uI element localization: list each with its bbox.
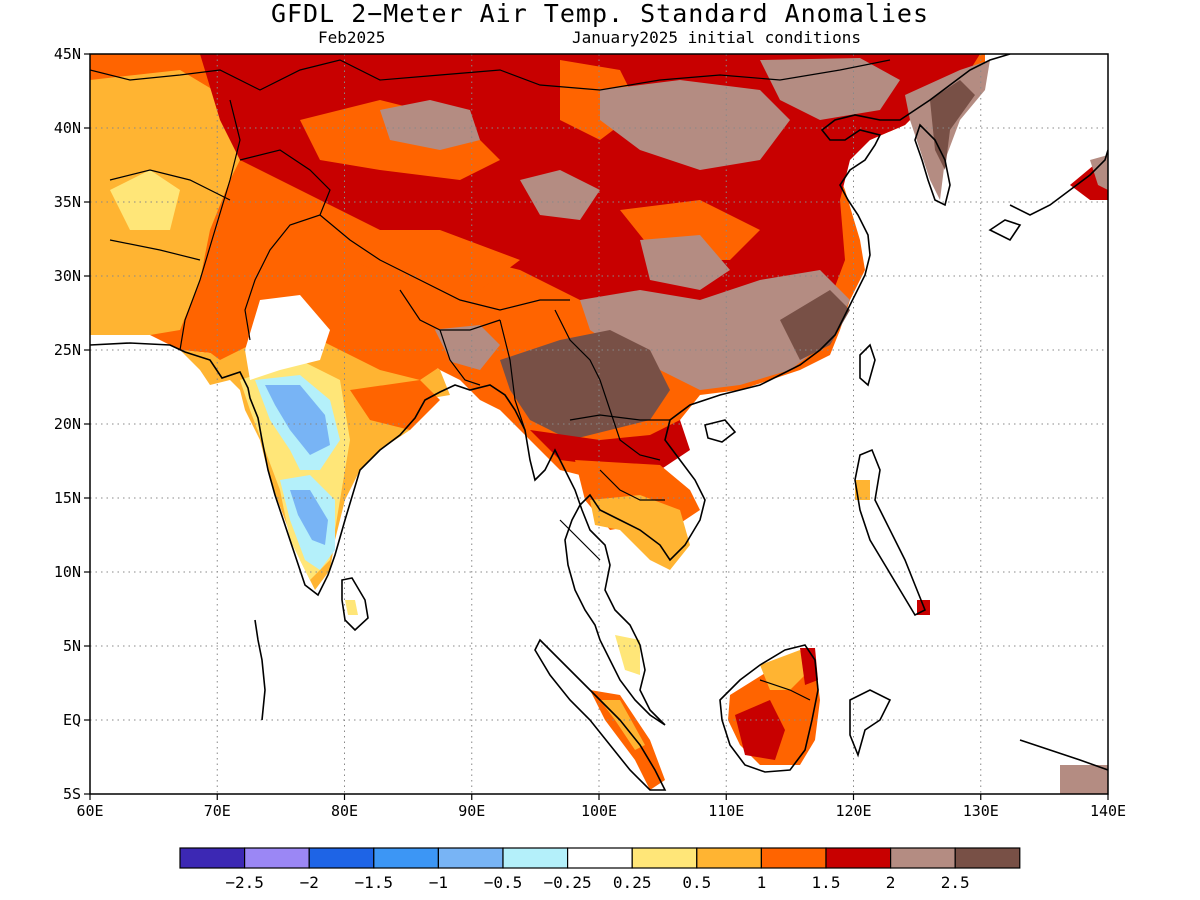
y-tick-label: 5S bbox=[63, 785, 81, 803]
shade-brown-indochina bbox=[500, 330, 670, 440]
colorbar-label: −0.5 bbox=[484, 873, 523, 892]
colorbar-label: 1 bbox=[757, 873, 767, 892]
shade-taupe-tibet bbox=[520, 170, 600, 220]
shade-taupe-north-2 bbox=[600, 80, 790, 170]
shade-borneo-yellow bbox=[760, 650, 810, 690]
colorbar-swatch bbox=[696, 847, 762, 869]
shade-malay-yellow bbox=[615, 635, 640, 675]
y-tick-label: 5N bbox=[63, 637, 81, 655]
colorbar-label: −2.5 bbox=[225, 873, 264, 892]
shade-india-blue-north bbox=[265, 385, 330, 455]
y-tick-label: 35N bbox=[54, 193, 81, 211]
y-tick-label: EQ bbox=[63, 711, 81, 729]
x-tick-label: 100E bbox=[581, 802, 617, 820]
coastlines bbox=[90, 54, 1108, 791]
colorbar-swatch bbox=[760, 847, 827, 869]
y-tick-label: 45N bbox=[54, 45, 81, 63]
colorbar: −2.5 −2 −1.5 −1 −0.5 −0.25 0.25 0.5 1 1.5 2 2.5 bbox=[179, 847, 1021, 892]
shade-taupe-north-1 bbox=[380, 100, 480, 150]
longitude-ticks: 60E 70E 80E 90E 100E 110E 120E 130E 140E bbox=[76, 794, 1126, 820]
map-gridlines bbox=[90, 54, 1108, 794]
shade-brown-east bbox=[780, 290, 850, 360]
shade-japan-taupe bbox=[1090, 155, 1108, 190]
colorbar-swatch bbox=[825, 847, 892, 869]
colorbar-swatch bbox=[631, 847, 698, 869]
colorbar-label: 2 bbox=[886, 873, 896, 892]
shade-west-yellow bbox=[110, 170, 180, 230]
x-tick-label: 60E bbox=[76, 802, 103, 820]
y-tick-label: 20N bbox=[54, 415, 81, 433]
x-tick-label: 110E bbox=[708, 802, 744, 820]
shade-png bbox=[1060, 765, 1108, 794]
shade-india-white bbox=[245, 295, 330, 380]
colorbar-swatch bbox=[502, 847, 569, 869]
shade-india-blue-south bbox=[290, 490, 328, 545]
shade-sumatra-orange bbox=[590, 690, 665, 790]
x-tick-label: 120E bbox=[835, 802, 871, 820]
initial-conditions: January2025 initial conditions bbox=[572, 28, 861, 47]
shade-sri-lanka bbox=[345, 600, 358, 615]
colorbar-label: 0.5 bbox=[682, 873, 711, 892]
forecast-month: Feb2025 bbox=[318, 28, 386, 47]
colorbar-label: −0.25 bbox=[544, 873, 592, 892]
colorbar-swatch bbox=[244, 847, 310, 869]
colorbar-swatch bbox=[889, 847, 956, 869]
map-title: GFDL 2−Meter Air Temp. Standard Anomalie… bbox=[270, 0, 930, 28]
y-tick-label: 40N bbox=[54, 119, 81, 137]
colorbar-swatch bbox=[566, 847, 633, 869]
shade-taupe-north-3 bbox=[760, 58, 900, 120]
colorbar-label: 1.5 bbox=[812, 873, 841, 892]
colorbar-swatch bbox=[179, 847, 246, 869]
colorbar-label: −1 bbox=[429, 873, 448, 892]
shade-brown-korea bbox=[930, 80, 975, 170]
colorbar-label: 2.5 bbox=[941, 873, 970, 892]
colorbar-swatch bbox=[437, 847, 504, 869]
country-borders bbox=[90, 59, 891, 701]
y-tick-label: 10N bbox=[54, 563, 81, 581]
y-tick-label: 30N bbox=[54, 267, 81, 285]
colorbar-label: −1.5 bbox=[355, 873, 394, 892]
x-tick-label: 140E bbox=[1090, 802, 1126, 820]
x-tick-label: 90E bbox=[458, 802, 485, 820]
x-tick-label: 70E bbox=[204, 802, 231, 820]
colorbar-label: 0.25 bbox=[613, 873, 652, 892]
y-tick-label: 25N bbox=[54, 341, 81, 359]
shade-north-orange-d bbox=[350, 230, 520, 290]
y-tick-label: 15N bbox=[54, 489, 81, 507]
x-tick-label: 80E bbox=[331, 802, 358, 820]
shade-philippines-yellow bbox=[855, 480, 870, 500]
colorbar-label: −2 bbox=[300, 873, 319, 892]
shade-india-east-orange bbox=[350, 380, 440, 430]
colorbar-swatch bbox=[954, 847, 1021, 869]
colorbar-swatch bbox=[373, 847, 439, 869]
latitude-ticks: 45N 40N 35N 30N 25N 20N 15N 10N 5N EQ 5S bbox=[54, 45, 90, 803]
x-tick-label: 130E bbox=[963, 802, 999, 820]
shade-borneo-red bbox=[735, 700, 785, 760]
colorbar-swatch bbox=[308, 847, 375, 869]
